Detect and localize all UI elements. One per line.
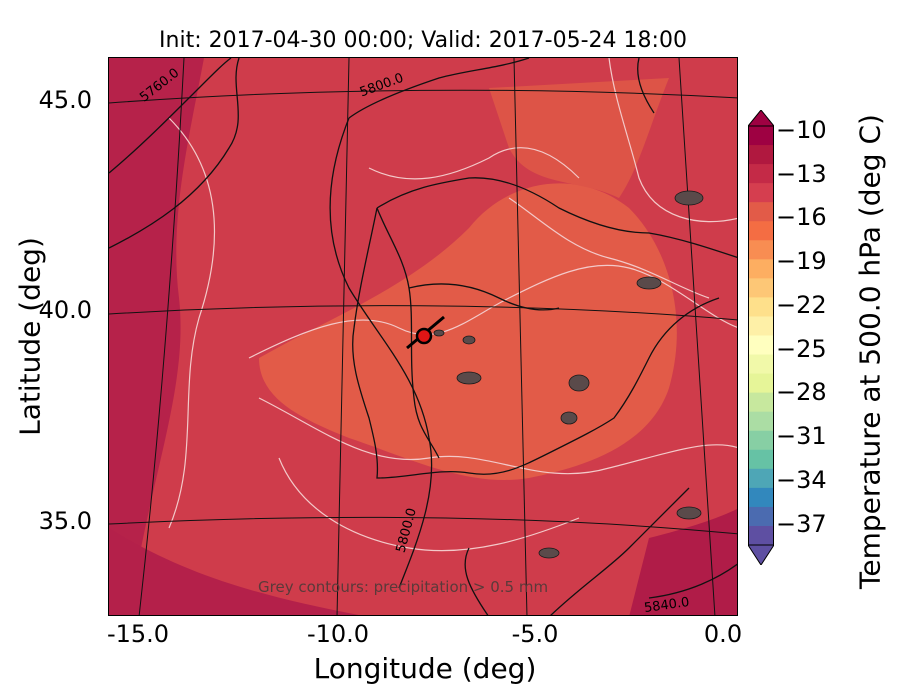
x-tick-label: -5.0	[511, 620, 559, 648]
colorbar-swatch	[748, 126, 774, 146]
colorbar-swatch	[748, 297, 774, 317]
colorbar-tick: −34	[776, 466, 827, 494]
colorbar-swatch	[748, 164, 774, 184]
colorbar-swatch	[748, 202, 774, 222]
warm-band-north	[489, 78, 669, 198]
colorbar-extend-bottom	[748, 544, 774, 565]
height-contours	[109, 58, 737, 615]
colorbar-tick: −25	[776, 335, 827, 363]
colorbar-swatch	[748, 373, 774, 394]
colorbar-tick: −37	[776, 510, 827, 538]
x-axis-title: Longitude (deg)	[313, 652, 537, 685]
warm-core-region	[259, 183, 677, 480]
colorbar-title: Temperature at 500.0 hPa (deg C)	[853, 114, 887, 589]
colorbar-swatch	[748, 145, 774, 165]
y-tick-label: 40.0	[38, 296, 92, 324]
colorbar-swatch	[748, 487, 774, 508]
colorbar-swatch	[748, 259, 774, 279]
coastlines	[352, 58, 737, 615]
colorbar-swatch	[748, 430, 774, 451]
precipitation-cells	[433, 190, 704, 559]
y-tick-label: 35.0	[38, 507, 92, 535]
colorbar-swatch	[748, 468, 774, 489]
cold-region-south	[109, 528, 359, 615]
colorbar-swatch	[748, 335, 774, 356]
colorbar-swatch	[748, 449, 774, 470]
colorbar-tick: −10	[776, 116, 827, 144]
colorbar-tick: −22	[776, 291, 827, 319]
map-panel: 5760.0 5800.0 5800.0 5840.0	[108, 57, 738, 616]
colorbar	[748, 110, 774, 565]
colorbar-swatch	[748, 392, 774, 413]
temperature-map	[109, 58, 737, 615]
colorbar-swatch	[748, 316, 774, 336]
plot-title: Init: 2017-04-30 00:00; Valid: 2017-05-2…	[159, 28, 687, 53]
cold-region-west	[109, 58, 204, 615]
colorbar-swatch	[748, 221, 774, 241]
graticule	[109, 58, 737, 615]
colorbar-swatch	[748, 183, 774, 203]
colorbar-tick: −28	[776, 378, 827, 406]
x-tick-label: 0.0	[703, 620, 743, 648]
location-marker	[415, 327, 433, 345]
colorbar-tick: −31	[776, 422, 827, 450]
colorbar-extend-top	[748, 110, 774, 127]
x-tick-label: -10.0	[306, 620, 370, 648]
colorbar-swatch	[748, 240, 774, 260]
colorbar-swatch	[748, 411, 774, 432]
colorbar-frame	[748, 125, 774, 546]
colorbar-swatch	[748, 506, 774, 527]
isotherms	[168, 58, 737, 552]
y-axis-title: Latitude (deg)	[13, 237, 47, 436]
colorbar-swatch	[748, 525, 774, 546]
y-tick-label: 45.0	[38, 86, 92, 114]
colorbar-tick: −16	[776, 203, 827, 231]
colorbar-swatch	[748, 354, 774, 375]
x-tick-label: -15.0	[106, 620, 170, 648]
colorbar-tick: −19	[776, 247, 827, 275]
colorbar-swatch	[748, 278, 774, 298]
colorbar-tick: −13	[776, 160, 827, 188]
precipitation-note: Grey contours: precipitation > 0.5 mm	[258, 578, 549, 596]
